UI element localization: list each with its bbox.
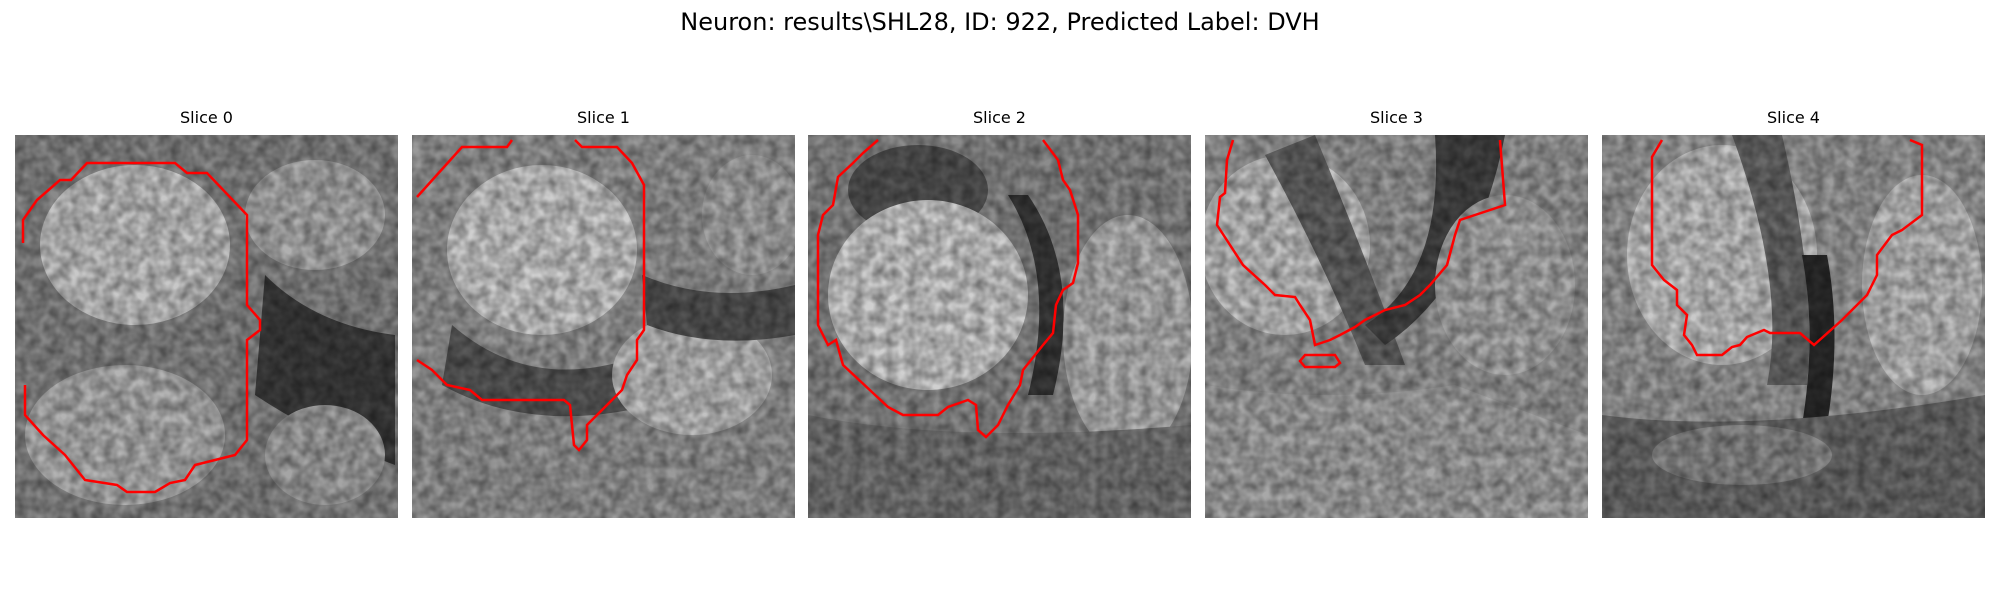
slice-image-0 [15, 135, 398, 518]
slice-panel-2: Slice 2 [808, 108, 1191, 518]
slice-title: Slice 0 [180, 108, 233, 127]
slice-image-4 [1602, 135, 1985, 518]
slice-panel-3: Slice 3 [1205, 108, 1588, 518]
slice-panel-0: Slice 0 [15, 108, 398, 518]
slice-title: Slice 4 [1767, 108, 1820, 127]
contour-line [416, 139, 514, 198]
slice-title: Slice 2 [973, 108, 1026, 127]
slice-svg-3 [1205, 135, 1588, 518]
slice-svg-0 [15, 135, 398, 518]
slice-title: Slice 1 [577, 108, 630, 127]
slice-panel-1: Slice 1 [412, 108, 795, 518]
contour-line [816, 139, 1080, 439]
slice-svg-2 [808, 135, 1191, 518]
slice-image-3 [1205, 135, 1588, 518]
contour-line [21, 161, 262, 494]
slice-image-1 [412, 135, 795, 518]
figure-title: Neuron: results\SHL28, ID: 922, Predicte… [680, 8, 1320, 36]
slice-title: Slice 3 [1370, 108, 1423, 127]
slice-panel-4: Slice 4 [1602, 108, 1985, 518]
slice-svg-4 [1602, 135, 1985, 518]
slice-svg-1 [412, 135, 795, 518]
slice-image-2 [808, 135, 1191, 518]
contour-line [1215, 139, 1507, 347]
contour-line [1650, 138, 1924, 357]
contour-loop [1298, 353, 1342, 369]
contour-line [416, 139, 646, 452]
